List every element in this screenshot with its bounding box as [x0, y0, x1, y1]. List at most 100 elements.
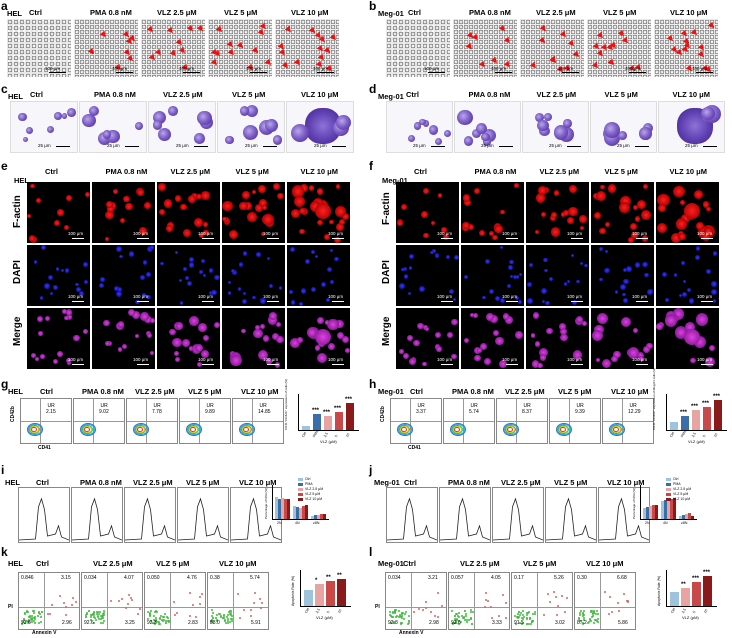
- k-chart-ylabel: Apoptosis Rate (%): [291, 575, 295, 606]
- k-flow-plot-3: [207, 572, 269, 630]
- fluorescent-cell: [276, 321, 282, 327]
- event-dot: [590, 616, 593, 619]
- l-bar-3: [703, 576, 712, 606]
- fluorescent-cell: [121, 344, 127, 349]
- event-dot: [164, 620, 167, 623]
- j-header-4: VLZ 10 μM: [607, 478, 645, 487]
- e-scalebar-1-0: 100 μm: [68, 294, 84, 299]
- a-scalebar-3: 100 μm: [246, 66, 262, 71]
- e-sbline-0-0: [72, 238, 84, 239]
- c-scalebar-line-0: [56, 146, 70, 147]
- fluorescent-cell: [260, 297, 266, 304]
- h-bar-2: [692, 409, 700, 430]
- e-merge-image-3: [222, 308, 285, 369]
- fluorescent-cell: [464, 275, 469, 280]
- fluorescent-cell: [78, 290, 85, 297]
- event-dot: [167, 620, 170, 623]
- fluorescent-cell: [144, 202, 151, 209]
- fluorescent-cell: [533, 312, 540, 319]
- fluorescent-cell: [544, 268, 548, 272]
- fluorescent-cell: [52, 359, 58, 365]
- event-dot: [188, 592, 191, 595]
- fluorescent-cell: [179, 301, 184, 305]
- e-sbline-0-4: [332, 238, 344, 239]
- event-dot: [589, 609, 592, 612]
- event-dot: [469, 617, 472, 620]
- fluorescent-cell: [509, 275, 514, 279]
- fluorescent-cell: [434, 331, 442, 339]
- fluorescent-cell: [202, 274, 206, 278]
- fluorescent-cell: [508, 265, 513, 270]
- fluorescent-cell: [272, 183, 280, 191]
- contour: [453, 426, 462, 434]
- event-dot: [393, 611, 396, 614]
- h-flow-plot-2: [496, 398, 548, 444]
- fluorescent-cell: [65, 309, 73, 316]
- l-xlabel: Annexin V: [399, 630, 424, 636]
- b-scalebar-line-0: [428, 72, 445, 73]
- stained-cell: [553, 125, 569, 140]
- b-scalebar-2: 100 μm: [558, 66, 574, 71]
- fluorescent-cell: [558, 323, 566, 331]
- fluorescent-cell: [203, 222, 208, 227]
- h-xtick-4: 10: [713, 432, 719, 438]
- event-dot: [34, 617, 37, 620]
- fluorescent-cell: [141, 293, 147, 298]
- fluorescent-cell: [64, 267, 70, 273]
- event-dot: [218, 613, 221, 616]
- fluorescent-cell: [486, 313, 495, 322]
- event-dot: [98, 617, 101, 620]
- e-scalebar-1-4: 100 μm: [328, 294, 344, 299]
- f-merge-image-3: [591, 308, 654, 369]
- l-sig-3: ***: [703, 570, 711, 577]
- fluorescent-cell: [57, 351, 64, 357]
- fluorescent-cell: [679, 294, 683, 298]
- fluorescent-cell: [115, 291, 122, 298]
- event-dot: [90, 619, 93, 622]
- fluorescent-cell: [266, 257, 270, 261]
- fluorescent-cell: [534, 229, 540, 235]
- fluorescent-cell: [402, 266, 407, 271]
- histogram-path: [440, 497, 490, 541]
- arrow-marker: [284, 25, 294, 35]
- fluorescent-cell: [208, 290, 214, 296]
- d-micrograph-2: [522, 101, 589, 153]
- fluorescent-cell: [647, 289, 654, 296]
- a-header-2: VLZ 2.5 μM: [157, 8, 197, 17]
- arrow-marker: [237, 41, 246, 51]
- fluorescent-cell: [712, 251, 718, 256]
- arrow-marker: [478, 60, 487, 69]
- arrow-marker: [490, 57, 500, 66]
- fluorescent-cell: [515, 295, 520, 300]
- event-dot: [211, 615, 214, 618]
- d-micrograph-4: [658, 101, 725, 153]
- histogram-trace: [599, 497, 649, 541]
- event-dot: [59, 594, 62, 597]
- contour: [451, 424, 465, 436]
- f-sbline-2-2: [571, 364, 583, 365]
- fluorescent-cell: [239, 201, 248, 211]
- fluorescent-cell: [604, 267, 610, 273]
- event-dot: [250, 609, 253, 612]
- l-header-1: VLZ 2.5 μM: [460, 559, 500, 568]
- g-xtick-4: 10: [345, 432, 351, 438]
- fluorescent-cell: [158, 208, 165, 215]
- legend-label: VLZ 10 μM: [305, 497, 323, 501]
- g-bar-4: [346, 403, 354, 430]
- e-sbline-0-1: [137, 238, 149, 239]
- event-dot: [519, 614, 522, 617]
- fluorescent-cell: [335, 319, 344, 329]
- h-ur-value-1: 5.74: [469, 409, 479, 415]
- b-scalebar-line-3: [629, 72, 646, 73]
- quadrant-line: [449, 606, 509, 608]
- fluorescent-cell: [595, 190, 606, 201]
- fluorescent-cell: [492, 234, 498, 241]
- event-dot: [402, 612, 405, 615]
- stained-cell: [428, 125, 439, 135]
- fluorescent-cell: [712, 298, 717, 303]
- event-dot: [413, 611, 416, 614]
- fluorescent-cell: [696, 221, 705, 231]
- panel-label-f: f: [369, 159, 373, 173]
- event-dot: [23, 618, 25, 621]
- stained-cell: [480, 132, 490, 142]
